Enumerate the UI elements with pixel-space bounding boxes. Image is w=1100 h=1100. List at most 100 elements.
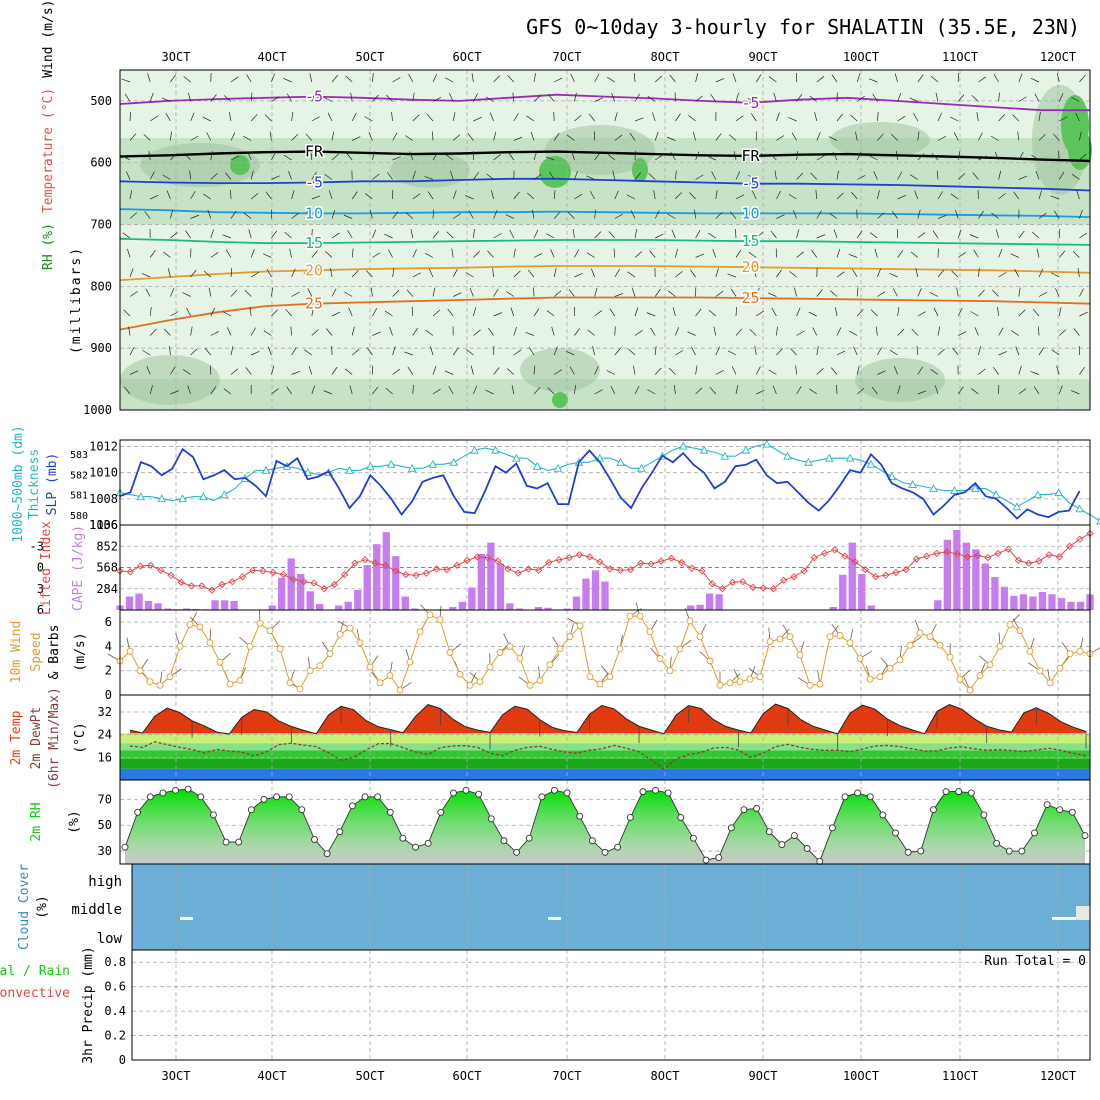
wind-barb (291, 370, 301, 375)
wind-barb (755, 231, 764, 239)
lifted-index-point (606, 565, 614, 573)
wind-barb (210, 94, 217, 102)
wind10m-point (296, 685, 304, 693)
y-tick-wind: 6 (105, 615, 112, 629)
wind-barb (161, 97, 171, 102)
wind-barb (165, 113, 171, 122)
y-tick-lifted: 6 (37, 603, 44, 617)
lifted-index-point (249, 566, 257, 574)
temp2m-unit-label: (°C) (73, 722, 88, 753)
x-tick-top: 3OCT (162, 50, 191, 64)
rh2m-point (753, 804, 761, 812)
isotherm-label: -5 (741, 94, 759, 112)
wind-barb (546, 233, 555, 239)
wind-barb (326, 328, 333, 336)
wind-barb (291, 212, 299, 219)
wind-barb (933, 307, 939, 317)
rh-patch (120, 355, 220, 405)
wind-barb (689, 192, 696, 200)
wind-barb (271, 365, 275, 375)
wind-barb (815, 190, 818, 200)
lifted-index-point (943, 548, 951, 556)
thickness-point (866, 459, 876, 468)
wind-barb (267, 346, 272, 356)
wind-barb (405, 135, 413, 141)
wind-barb (772, 385, 777, 395)
wind-barb (634, 330, 643, 336)
rh-patch-moist (539, 156, 571, 188)
isotherm-label: 10 (305, 204, 323, 222)
rh-patch (855, 358, 945, 402)
wind-barb (323, 390, 333, 395)
wind-barb (1018, 152, 1024, 161)
wind-barb (453, 213, 461, 219)
wind-barb (634, 307, 639, 317)
wind-barb (208, 287, 212, 297)
wind-barb (972, 172, 979, 180)
wind-barb (675, 248, 678, 258)
wind10m-point (446, 649, 454, 656)
thickness-point (804, 457, 813, 466)
wind-barb (776, 190, 781, 200)
y-tick-thickness: 583 (70, 450, 88, 461)
wind-barb (432, 209, 434, 219)
wind-barb (568, 289, 575, 297)
wind-barb (586, 175, 595, 180)
wind-barb (735, 228, 737, 239)
x-tick-top: 4OCT (258, 50, 287, 64)
wind-barb (149, 171, 155, 180)
lifted-index-point (912, 555, 921, 563)
wind-barb (978, 346, 981, 356)
rh2m-point (311, 835, 318, 843)
wind10m-point (1056, 664, 1064, 672)
lifted-index-point (238, 573, 247, 581)
thickness-point (449, 457, 459, 466)
wind-barb (485, 389, 494, 395)
wind-barb (628, 348, 636, 356)
wind-barb (1058, 228, 1061, 239)
wind-barb (796, 330, 805, 336)
wind-barb (957, 173, 966, 180)
wind10m-point (606, 673, 614, 681)
cape-label: CAPE (J/kg) (71, 525, 86, 611)
cloud-cover-fill (132, 864, 1090, 950)
wind-barb (613, 248, 616, 258)
thickness-point (1096, 517, 1100, 525)
wind-barb (412, 384, 414, 395)
wind-barb (711, 171, 717, 180)
lifted-index-point (810, 553, 818, 562)
wind-barb (856, 73, 861, 83)
wind-barb (730, 288, 737, 297)
wind-barb (546, 310, 555, 317)
wind-barb (533, 365, 536, 375)
isotherm-label: -5 (305, 174, 323, 192)
wind-barb (894, 73, 898, 83)
wind-barb (715, 133, 722, 141)
wind-barb (432, 365, 437, 375)
lifted-index-point (422, 569, 430, 577)
wind-barb (1058, 150, 1060, 161)
lifted-index-point (1055, 553, 1064, 561)
wind10m-point (136, 667, 144, 675)
wind-barb (873, 171, 878, 180)
wind-barb (406, 289, 414, 297)
wind-barb (188, 92, 191, 102)
wind-barb (836, 350, 846, 356)
wind-barb (291, 347, 297, 356)
wind-barb (869, 155, 878, 161)
wind10m-point (1046, 679, 1054, 687)
wind-barb (812, 327, 818, 336)
wind-barb (129, 370, 139, 375)
isotherm-label: FR (305, 143, 324, 161)
cape-bar (1029, 596, 1037, 610)
wind10m-point (426, 611, 434, 619)
wind-barb (533, 229, 539, 239)
x-tick-bottom: 10OCT (843, 1069, 879, 1083)
wind-barb (654, 288, 661, 297)
wind-barb (129, 133, 137, 141)
wind-barb (1038, 347, 1045, 356)
wind-barb (1079, 209, 1083, 219)
wind-barb (225, 249, 232, 258)
y-tick-temperature: 16 (98, 750, 112, 764)
rh2m-area (125, 789, 1085, 864)
